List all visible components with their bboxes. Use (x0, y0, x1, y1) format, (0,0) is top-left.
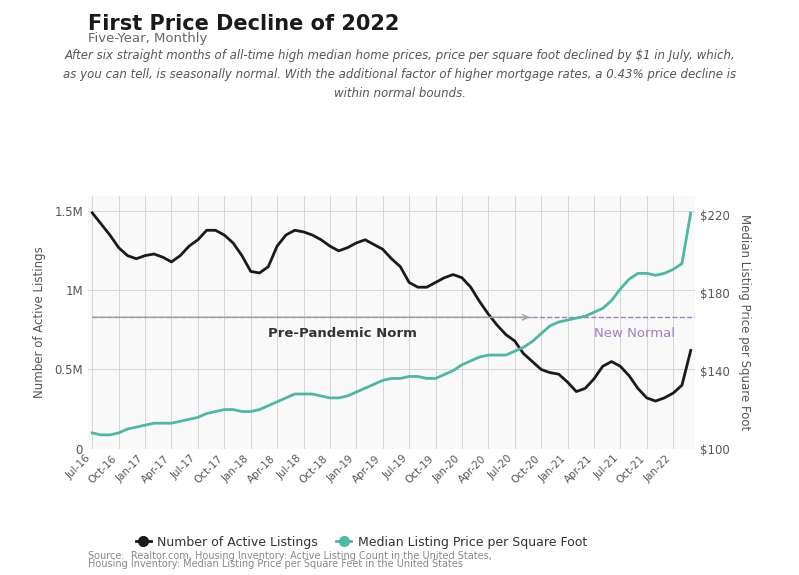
Text: After six straight months of all-time high median home prices, price per square : After six straight months of all-time hi… (63, 49, 736, 100)
Y-axis label: Median Listing Price per Square Foot: Median Listing Price per Square Foot (738, 214, 751, 430)
Text: Housing Inventory: Median Listing Price per Square Feet in the United States: Housing Inventory: Median Listing Price … (88, 559, 463, 569)
Text: Source:  Realtor.com, Housing Inventory: Active Listing Count in the United Stat: Source: Realtor.com, Housing Inventory: … (88, 551, 491, 561)
Text: Pre-Pandemic Norm: Pre-Pandemic Norm (268, 327, 417, 340)
Y-axis label: Number of Active Listings: Number of Active Listings (33, 246, 46, 398)
Text: First Price Decline of 2022: First Price Decline of 2022 (88, 14, 400, 34)
Legend: Number of Active Listings, Median Listing Price per Square Foot: Number of Active Listings, Median Listin… (130, 531, 592, 554)
Text: Five-Year, Monthly: Five-Year, Monthly (88, 32, 207, 45)
Text: New Normal: New Normal (594, 327, 675, 340)
